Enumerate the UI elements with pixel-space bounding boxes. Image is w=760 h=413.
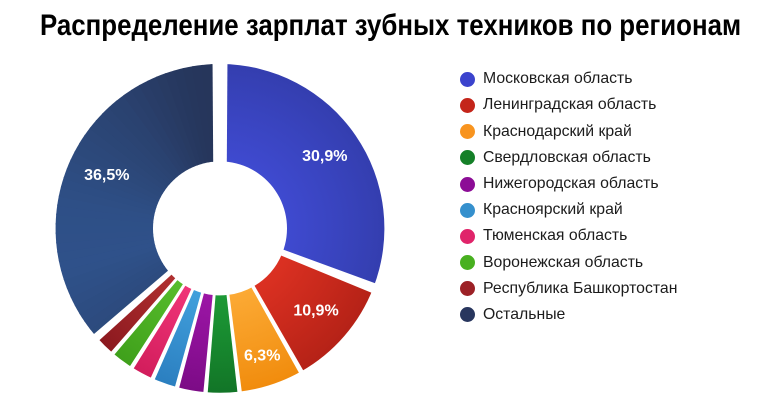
svg-text:36,5%: 36,5% — [84, 167, 129, 184]
svg-text:30,9%: 30,9% — [302, 148, 347, 165]
svg-text:6,3%: 6,3% — [244, 348, 280, 365]
svg-text:10,9%: 10,9% — [293, 302, 338, 319]
